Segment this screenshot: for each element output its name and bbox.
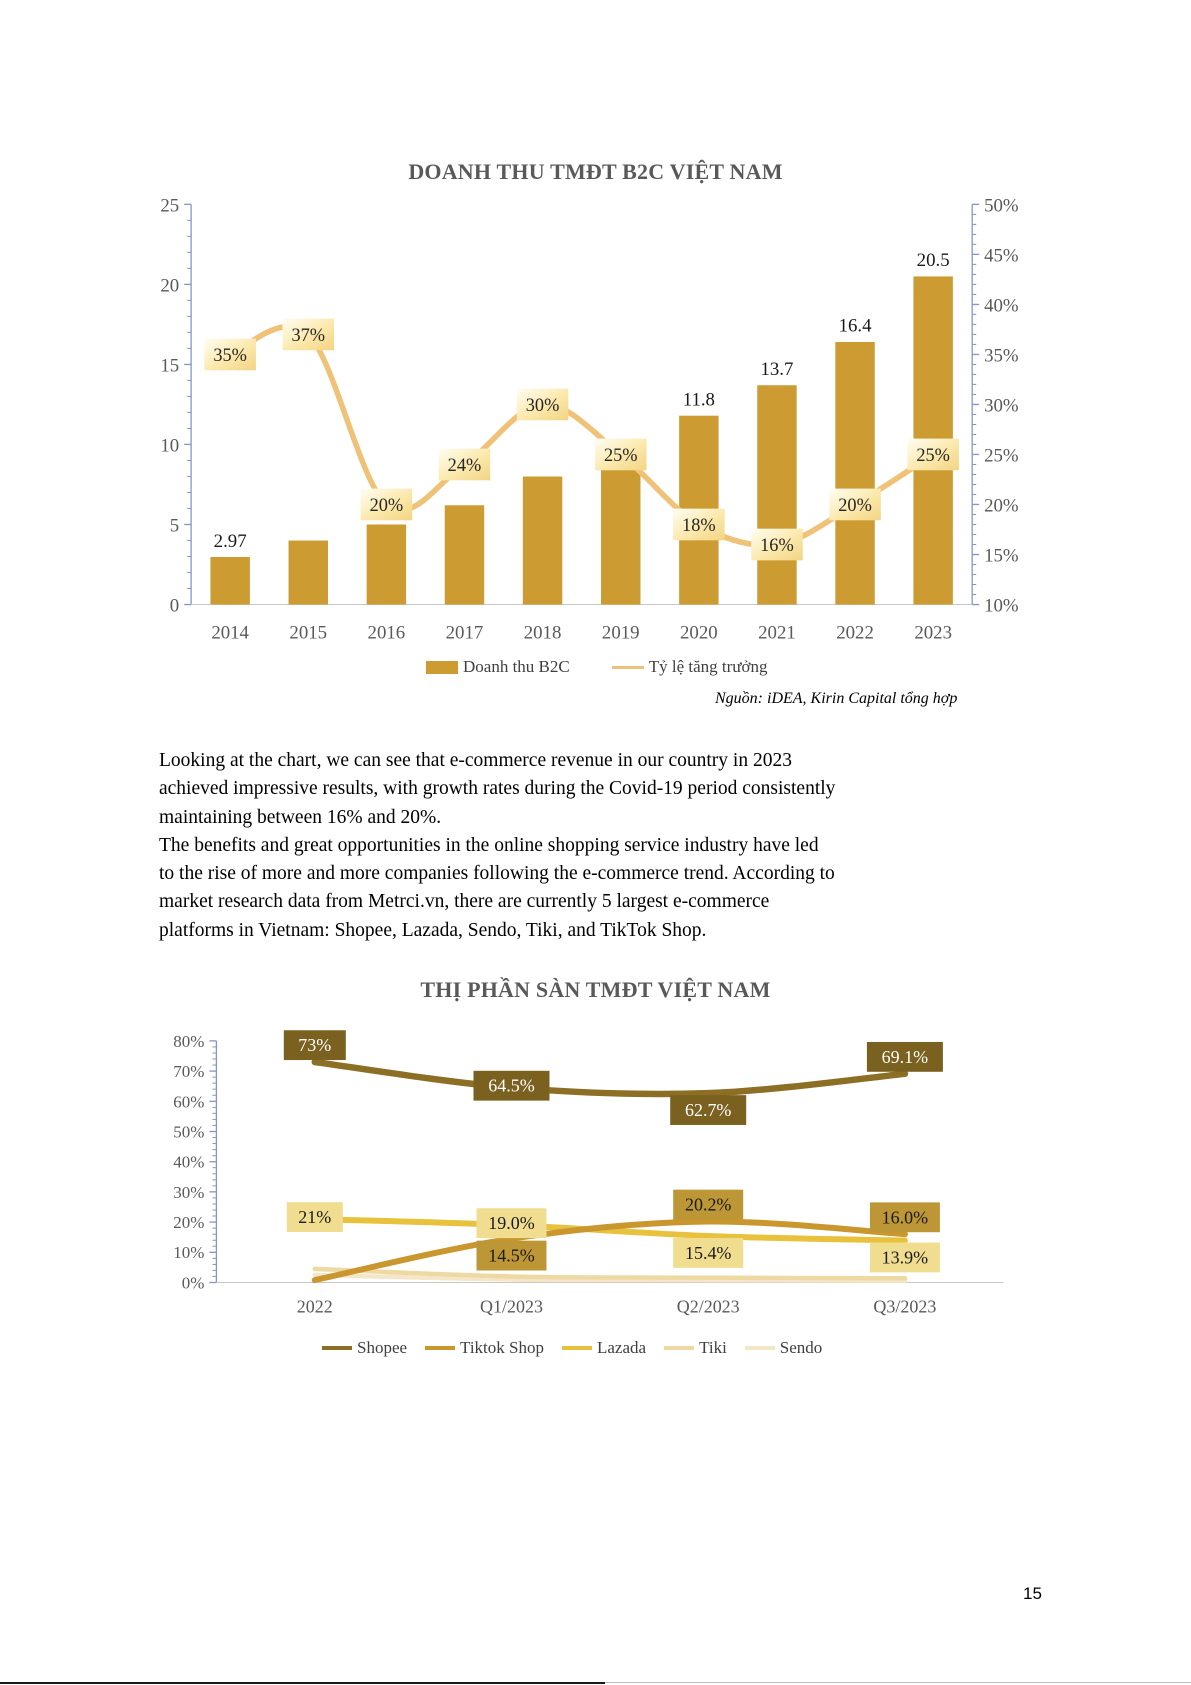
svg-text:80%: 80% <box>173 1032 204 1051</box>
svg-text:60%: 60% <box>173 1092 204 1111</box>
svg-text:21%: 21% <box>298 1207 331 1227</box>
svg-text:20.5: 20.5 <box>917 250 950 271</box>
svg-text:16.0%: 16.0% <box>882 1207 929 1227</box>
svg-text:50%: 50% <box>984 195 1019 216</box>
svg-text:13.7: 13.7 <box>760 359 793 380</box>
svg-text:2016: 2016 <box>368 622 406 643</box>
svg-text:20.2%: 20.2% <box>685 1195 732 1215</box>
svg-text:45%: 45% <box>984 245 1019 266</box>
svg-text:64.5%: 64.5% <box>488 1076 535 1096</box>
svg-text:18%: 18% <box>682 515 716 536</box>
svg-text:24%: 24% <box>448 455 482 476</box>
svg-text:2022: 2022 <box>836 622 874 643</box>
svg-text:16.4: 16.4 <box>839 316 872 337</box>
svg-text:2023: 2023 <box>914 622 952 643</box>
svg-text:70%: 70% <box>173 1062 204 1081</box>
svg-text:10: 10 <box>160 435 179 456</box>
svg-text:0: 0 <box>170 595 179 616</box>
svg-text:35%: 35% <box>213 345 247 366</box>
svg-text:14.5%: 14.5% <box>488 1246 535 1266</box>
svg-text:25%: 25% <box>984 445 1019 466</box>
svg-text:35%: 35% <box>984 345 1019 366</box>
svg-text:2014: 2014 <box>211 622 249 643</box>
svg-text:25%: 25% <box>604 445 638 466</box>
svg-text:30%: 30% <box>526 395 560 416</box>
svg-text:11.8: 11.8 <box>683 389 715 410</box>
svg-text:40%: 40% <box>984 295 1019 316</box>
svg-text:50%: 50% <box>173 1123 204 1142</box>
svg-text:2.97: 2.97 <box>214 531 247 552</box>
svg-text:10%: 10% <box>173 1243 204 1262</box>
svg-text:10%: 10% <box>984 595 1019 616</box>
svg-text:25: 25 <box>160 195 179 216</box>
svg-text:15%: 15% <box>984 545 1019 566</box>
svg-text:2019: 2019 <box>602 622 640 643</box>
svg-text:73%: 73% <box>298 1035 331 1055</box>
svg-text:15.4%: 15.4% <box>685 1243 732 1263</box>
svg-text:5: 5 <box>170 515 179 536</box>
svg-text:20%: 20% <box>838 495 872 516</box>
svg-text:2020: 2020 <box>680 622 718 643</box>
svg-text:0%: 0% <box>182 1274 205 1293</box>
svg-text:20: 20 <box>160 275 179 296</box>
svg-text:13.9%: 13.9% <box>882 1247 929 1267</box>
svg-text:2017: 2017 <box>446 622 484 643</box>
svg-text:20%: 20% <box>984 495 1019 516</box>
svg-text:20%: 20% <box>370 495 404 516</box>
svg-text:2015: 2015 <box>289 622 327 643</box>
svg-text:19.0%: 19.0% <box>488 1213 535 1233</box>
svg-text:40%: 40% <box>173 1153 204 1172</box>
svg-text:20%: 20% <box>173 1213 204 1232</box>
svg-text:2022: 2022 <box>297 1296 333 1316</box>
svg-text:16%: 16% <box>760 535 794 556</box>
svg-text:Q1/2023: Q1/2023 <box>480 1296 543 1316</box>
svg-text:30%: 30% <box>984 395 1019 416</box>
svg-text:30%: 30% <box>173 1183 204 1202</box>
svg-text:25%: 25% <box>916 445 950 466</box>
svg-text:2021: 2021 <box>758 622 796 643</box>
svg-text:Q3/2023: Q3/2023 <box>873 1296 936 1316</box>
svg-text:37%: 37% <box>291 325 325 346</box>
svg-text:69.1%: 69.1% <box>882 1047 929 1067</box>
svg-text:Q2/2023: Q2/2023 <box>677 1296 740 1316</box>
svg-text:62.7%: 62.7% <box>685 1100 732 1120</box>
svg-text:2018: 2018 <box>524 622 562 643</box>
svg-text:15: 15 <box>160 355 179 376</box>
